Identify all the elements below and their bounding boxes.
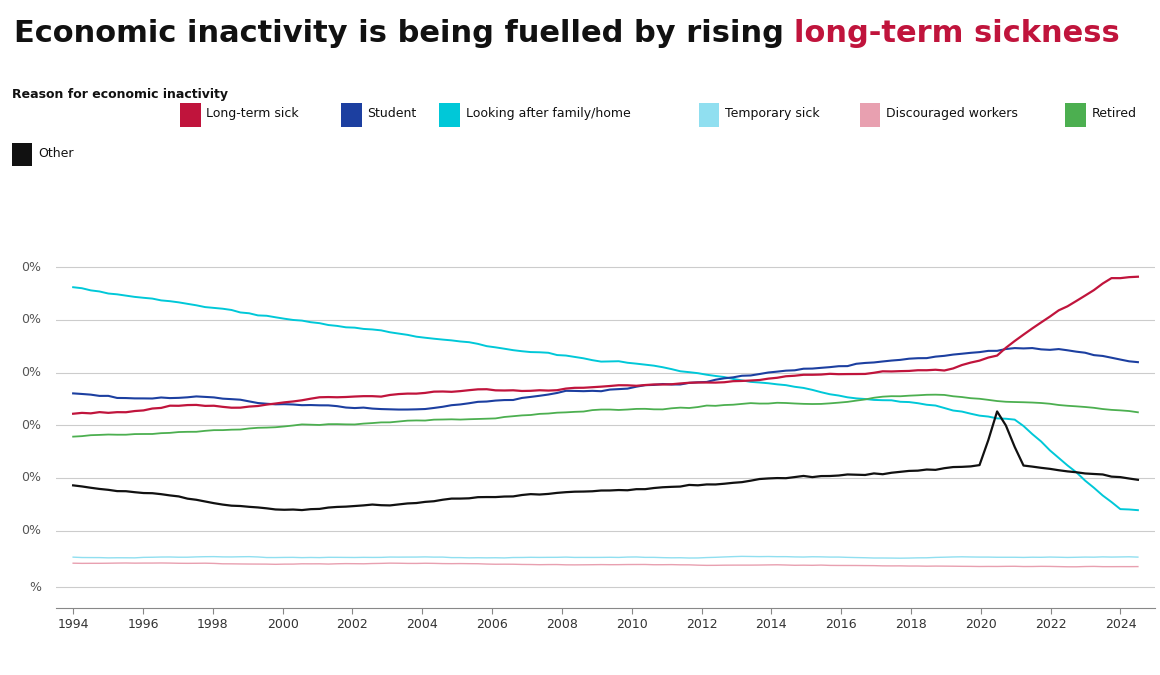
Bar (180, 103, 201, 127)
Bar (341, 103, 362, 127)
Text: 0%: 0% (21, 366, 42, 379)
Text: 0%: 0% (21, 418, 42, 432)
Text: 0%: 0% (21, 261, 42, 274)
Text: Student: Student (368, 107, 416, 120)
Bar (698, 103, 719, 127)
Bar (12, 142, 32, 166)
Bar (440, 103, 461, 127)
Text: Other: Other (38, 147, 74, 160)
Text: Discouraged workers: Discouraged workers (886, 107, 1018, 120)
Text: long-term sickness: long-term sickness (795, 19, 1121, 47)
Bar (860, 103, 880, 127)
Text: %: % (29, 580, 42, 594)
Text: Retired: Retired (1092, 107, 1137, 120)
Text: 0%: 0% (21, 313, 42, 327)
Text: 0%: 0% (21, 524, 42, 537)
Text: 0%: 0% (21, 471, 42, 485)
Text: Economic inactivity is being fuelled by rising: Economic inactivity is being fuelled by … (14, 19, 795, 47)
Text: Looking after family/home: Looking after family/home (466, 107, 631, 120)
Bar (1065, 103, 1086, 127)
Text: Temporary sick: Temporary sick (725, 107, 820, 120)
Text: Long-term sick: Long-term sick (206, 107, 299, 120)
Text: Reason for economic inactivity: Reason for economic inactivity (12, 88, 227, 101)
